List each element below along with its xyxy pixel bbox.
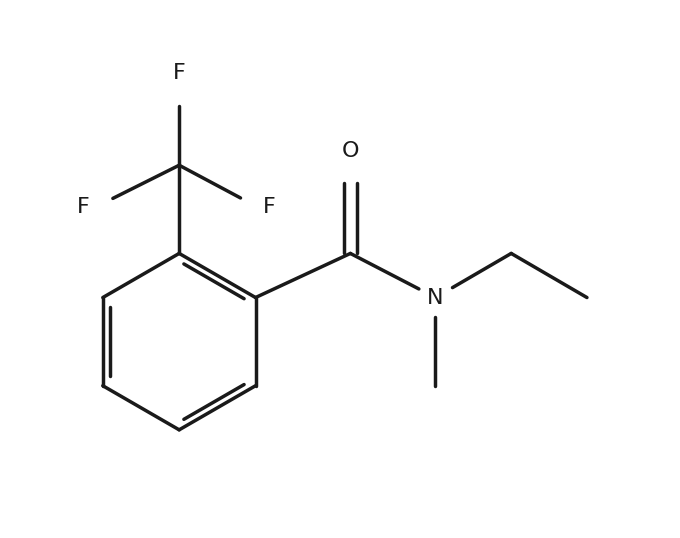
Text: N: N: [427, 287, 444, 308]
Text: F: F: [173, 63, 186, 83]
Text: F: F: [78, 197, 90, 217]
Text: O: O: [341, 141, 359, 161]
Text: F: F: [263, 197, 276, 217]
